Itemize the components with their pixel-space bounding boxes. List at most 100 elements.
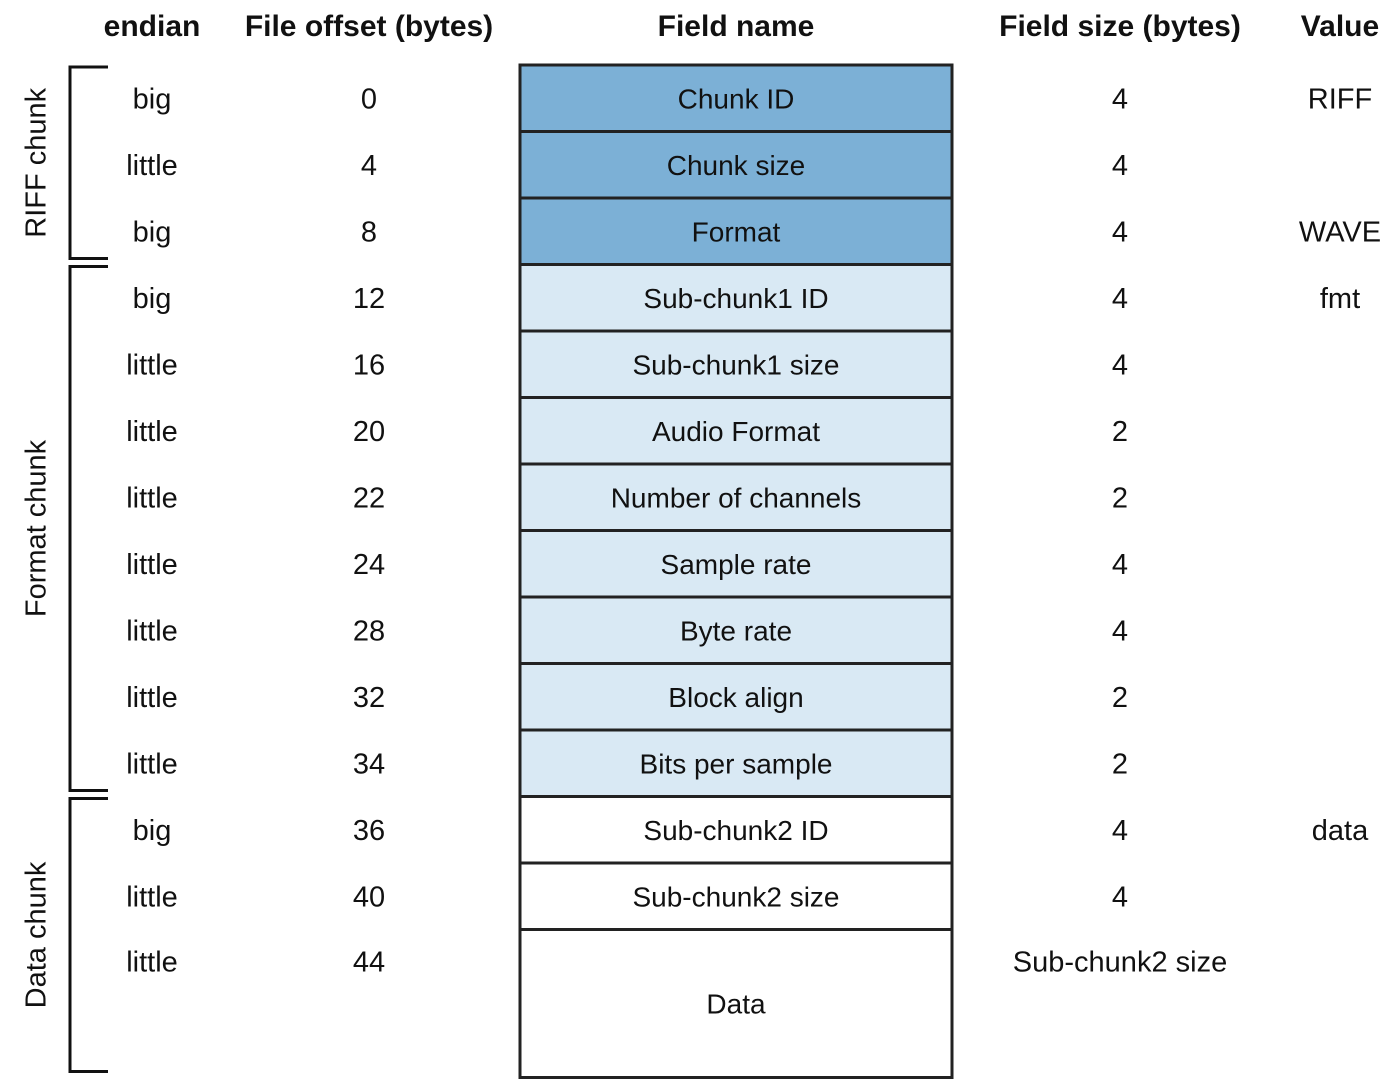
field-size-cell: 2 <box>1112 682 1128 714</box>
field-row: little 40 Sub-chunk2 size 4 <box>126 861 1128 931</box>
bracket-line <box>68 265 108 792</box>
endian-cell: big <box>133 815 172 847</box>
endian-cell: big <box>133 83 172 115</box>
field-row: little 44 Data Sub-chunk2 size <box>126 928 1227 1079</box>
offset-cell: 8 <box>361 216 377 248</box>
endian-cell: little <box>126 881 178 913</box>
chunk-bracket: Format chunk <box>21 265 108 792</box>
field-name-cell: Sub-chunk1 ID <box>643 283 828 314</box>
value-cell: fmt <box>1320 283 1360 315</box>
field-name-cell: Number of channels <box>611 482 862 513</box>
field-size-cell: 4 <box>1112 815 1128 847</box>
chunk-bracket: Data chunk <box>21 797 108 1073</box>
header-field-name: Field name <box>658 10 815 43</box>
field-size-cell: 2 <box>1112 482 1128 514</box>
field-rows: big 0 Chunk ID 4 RIFF little 4 Chunk size 4 big 8 F… <box>126 63 1381 1079</box>
endian-cell: little <box>126 748 178 780</box>
field-name-cell: Format <box>692 216 781 247</box>
offset-cell: 44 <box>353 947 385 979</box>
field-box <box>518 396 954 466</box>
field-size-cell: 4 <box>1112 150 1128 182</box>
field-box <box>518 795 954 865</box>
endian-cell: big <box>133 216 172 248</box>
field-box <box>518 529 954 599</box>
field-size-cell: 4 <box>1112 615 1128 647</box>
field-name-cell: Chunk size <box>667 150 806 181</box>
field-name-cell: Chunk ID <box>678 83 795 114</box>
field-size-cell: Sub-chunk2 size <box>1013 947 1227 979</box>
offset-cell: 34 <box>353 748 385 780</box>
endian-cell: little <box>126 482 178 514</box>
offset-cell: 28 <box>353 615 385 647</box>
offset-cell: 36 <box>353 815 385 847</box>
value-cell: WAVE <box>1299 216 1381 248</box>
endian-cell: little <box>126 947 178 979</box>
field-row: big 36 Sub-chunk2 ID 4 data <box>133 795 1369 865</box>
field-size-cell: 4 <box>1112 83 1128 115</box>
endian-cell: little <box>126 416 178 448</box>
field-box <box>518 928 954 1079</box>
field-name-cell: Sub-chunk2 ID <box>643 815 828 846</box>
field-row: big 12 Sub-chunk1 ID 4 fmt <box>133 263 1360 333</box>
field-size-cell: 2 <box>1112 748 1128 780</box>
field-size-cell: 4 <box>1112 881 1128 913</box>
field-name-cell: Block align <box>668 682 803 713</box>
field-name-cell: Sub-chunk2 size <box>632 881 839 912</box>
field-row: little 32 Block align 2 <box>126 662 1128 732</box>
chunk-label: Data chunk <box>21 861 53 1008</box>
header-endian: endian <box>104 10 201 43</box>
field-size-cell: 4 <box>1112 283 1128 315</box>
bracket-line <box>68 797 108 1073</box>
field-name-cell: Sub-chunk1 size <box>632 349 839 380</box>
field-row: little 4 Chunk size 4 <box>126 130 1128 200</box>
offset-cell: 0 <box>361 83 377 115</box>
field-row: big 0 Chunk ID 4 RIFF <box>133 63 1372 133</box>
chunk-bracket: RIFF chunk <box>21 65 108 260</box>
offset-cell: 4 <box>361 150 377 182</box>
value-cell: data <box>1312 815 1369 847</box>
field-size-cell: 4 <box>1112 216 1128 248</box>
offset-cell: 24 <box>353 549 385 581</box>
offset-cell: 32 <box>353 682 385 714</box>
endian-cell: little <box>126 150 178 182</box>
field-row: little 34 Bits per sample 2 <box>126 728 1128 798</box>
chunk-label: RIFF chunk <box>21 87 53 237</box>
field-row: big 8 Format 4 WAVE <box>133 196 1381 266</box>
field-box <box>518 662 954 732</box>
bracket-line <box>68 65 108 260</box>
field-name-cell: Byte rate <box>680 615 792 646</box>
offset-cell: 22 <box>353 482 385 514</box>
header-value: Value <box>1301 10 1379 43</box>
field-name-cell: Audio Format <box>652 416 820 447</box>
endian-cell: little <box>126 349 178 381</box>
field-size-cell: 4 <box>1112 349 1128 381</box>
chunk-brackets: RIFF chunk Format chunk Data chunk <box>21 65 108 1073</box>
field-row: little 16 Sub-chunk1 size 4 <box>126 329 1128 399</box>
value-cell: RIFF <box>1308 83 1372 115</box>
chunk-label: Format chunk <box>21 439 53 617</box>
offset-cell: 16 <box>353 349 385 381</box>
field-name-cell: Data <box>706 989 766 1020</box>
header-file-offset: File offset (bytes) <box>245 10 493 43</box>
field-row: little 20 Audio Format 2 <box>126 396 1128 466</box>
offset-cell: 40 <box>353 881 385 913</box>
field-size-cell: 4 <box>1112 549 1128 581</box>
field-name-cell: Bits per sample <box>640 748 833 779</box>
field-row: little 24 Sample rate 4 <box>126 529 1128 599</box>
field-box <box>518 728 954 798</box>
field-box <box>518 130 954 200</box>
field-size-cell: 2 <box>1112 416 1128 448</box>
endian-cell: little <box>126 682 178 714</box>
endian-cell: big <box>133 283 172 315</box>
field-box <box>518 63 954 133</box>
field-box <box>518 263 954 333</box>
offset-cell: 12 <box>353 283 385 315</box>
endian-cell: little <box>126 549 178 581</box>
header-field-size: Field size (bytes) <box>999 10 1241 43</box>
field-row: little 22 Number of channels 2 <box>126 462 1128 532</box>
field-name-cell: Sample rate <box>661 549 812 580</box>
endian-cell: little <box>126 615 178 647</box>
offset-cell: 20 <box>353 416 385 448</box>
field-row: little 28 Byte rate 4 <box>126 595 1128 665</box>
